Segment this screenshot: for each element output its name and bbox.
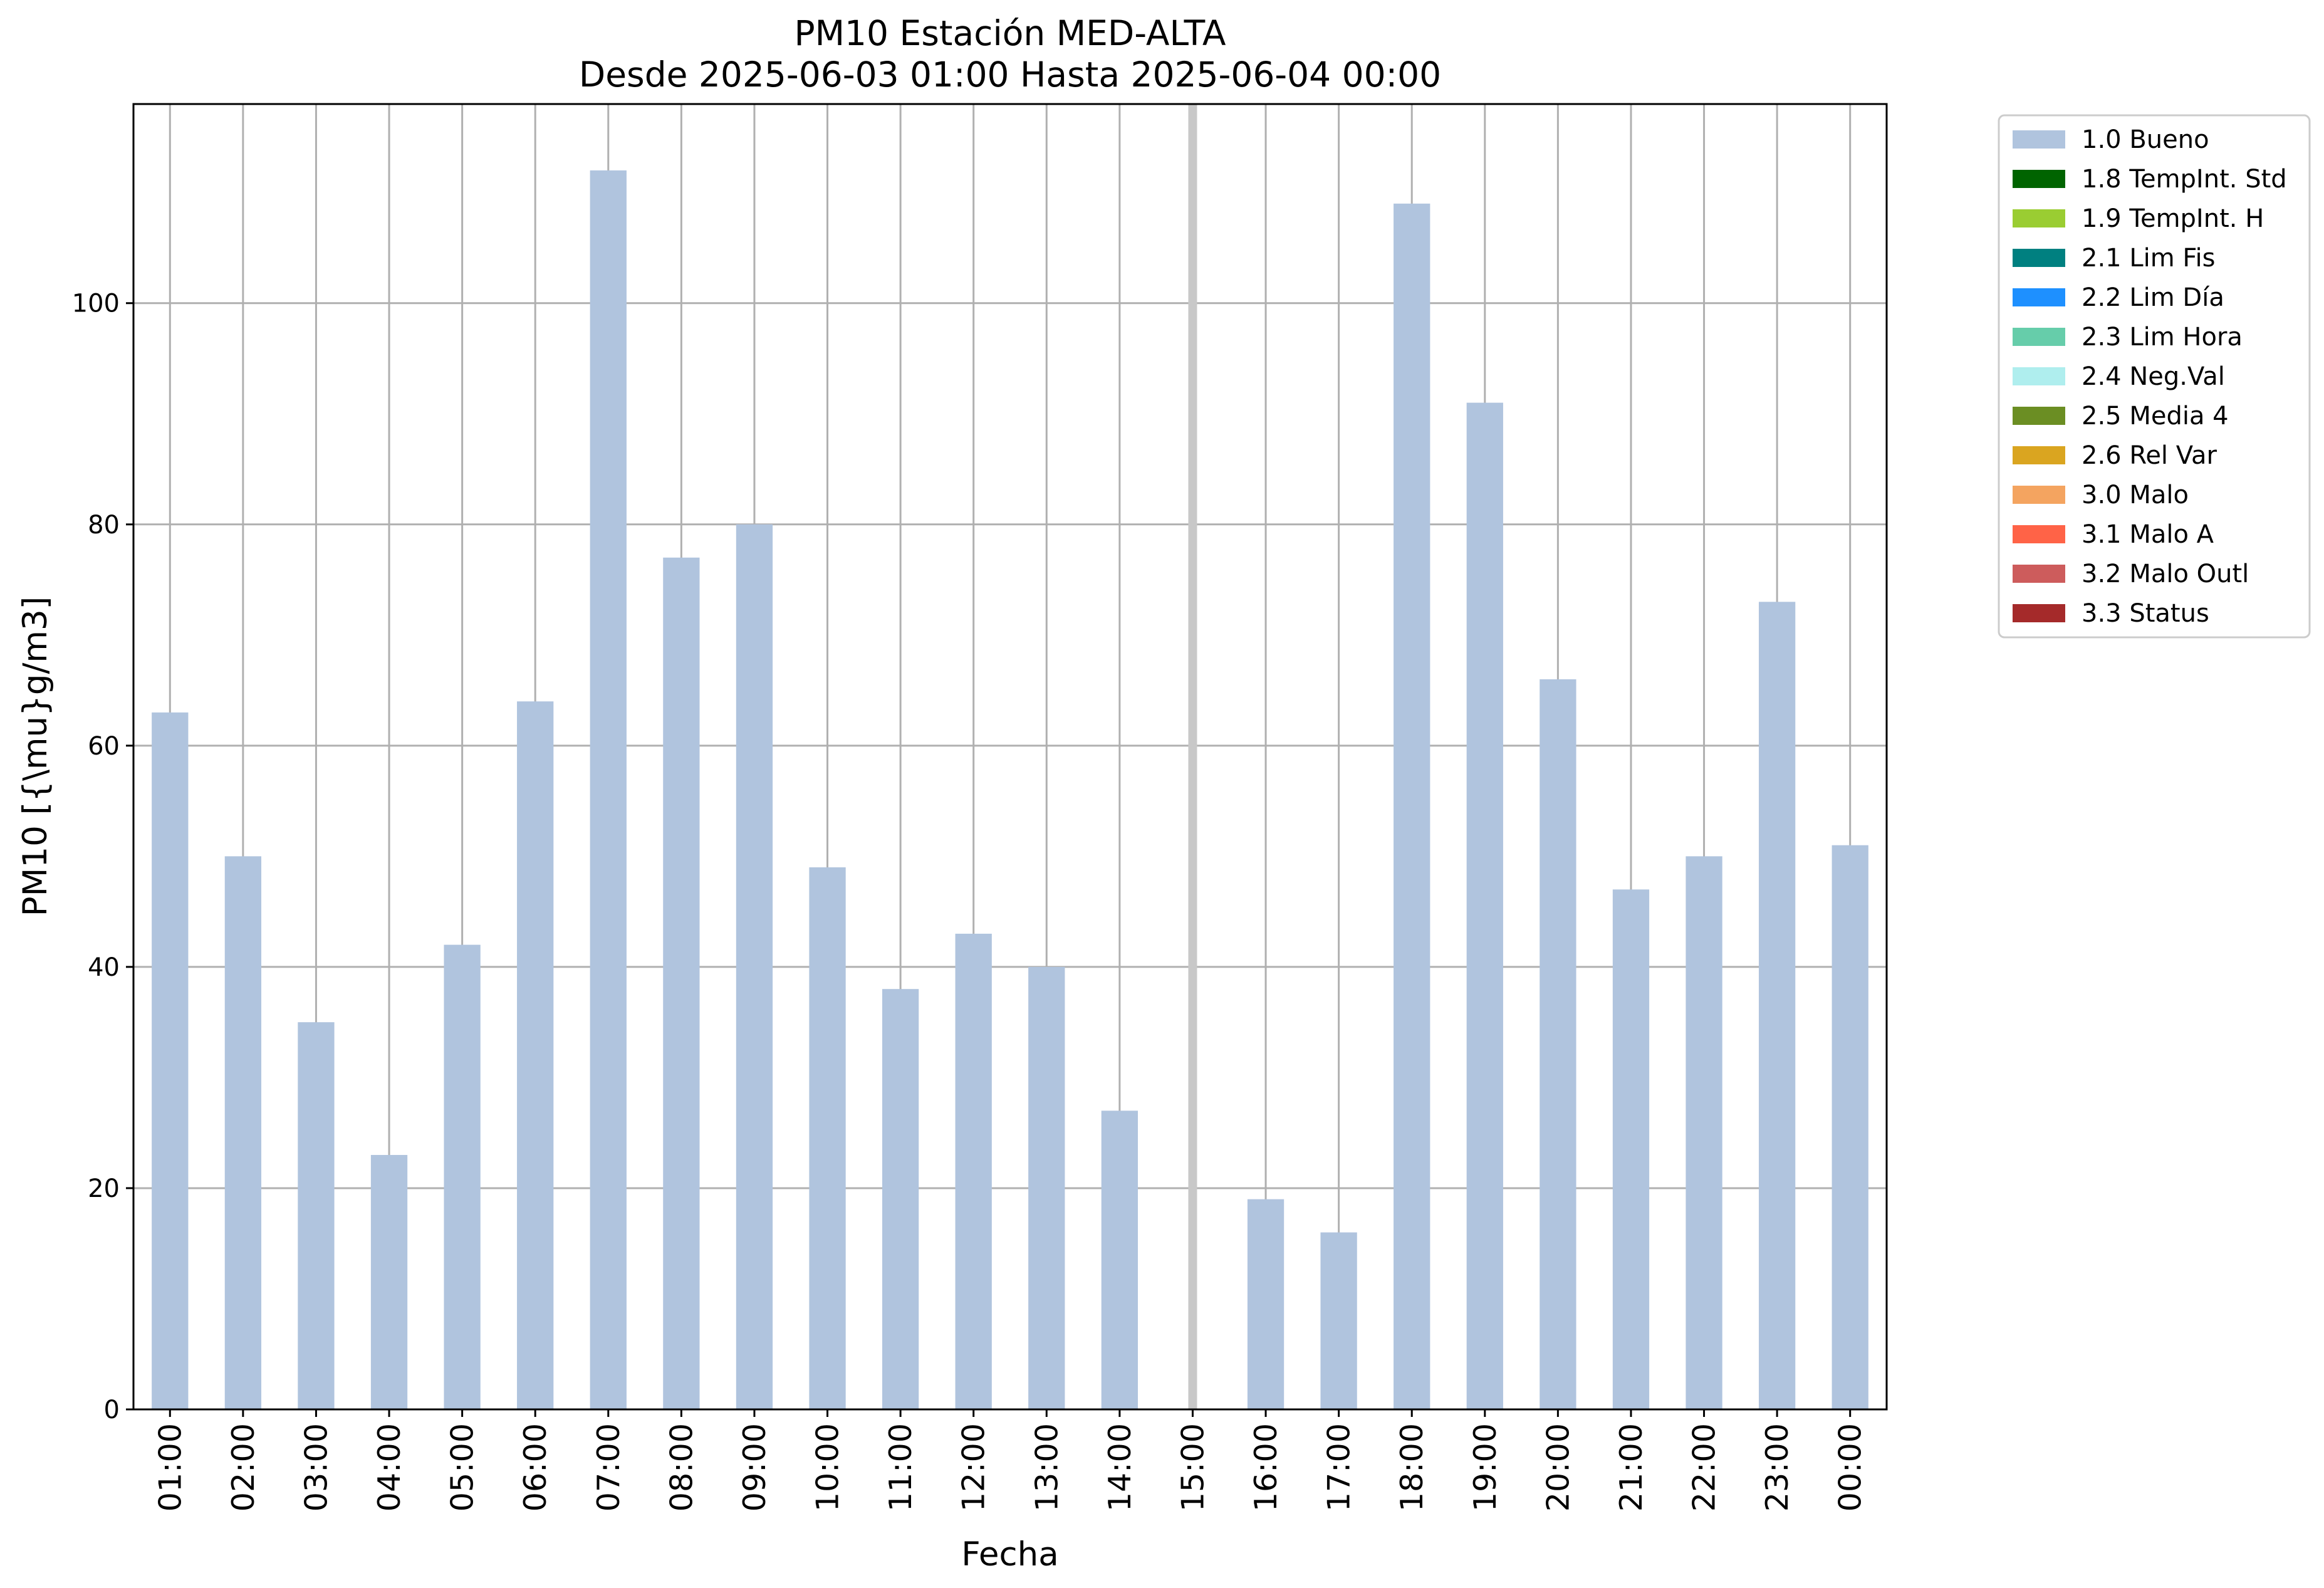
bar-1000 <box>809 867 846 1409</box>
x-tick-label: 10:00 <box>810 1423 846 1512</box>
x-tick-label: 12:00 <box>956 1423 992 1512</box>
bar-0800 <box>663 557 700 1410</box>
x-tick-label: 03:00 <box>298 1423 334 1512</box>
legend-label: 2.1 Lim Fis <box>2082 244 2215 273</box>
x-tick-label: 22:00 <box>1687 1423 1722 1512</box>
bar-0100 <box>152 712 189 1409</box>
legend-label: 2.3 Lim Hora <box>2082 323 2243 352</box>
chart-title: PM10 Estación MED-ALTA <box>794 13 1226 53</box>
legend-label: 1.8 TempInt. Std <box>2082 165 2287 194</box>
x-tick-label: 20:00 <box>1540 1423 1576 1512</box>
x-tick-label: 14:00 <box>1102 1423 1138 1512</box>
legend-swatch <box>2013 170 2065 188</box>
x-tick-label: 23:00 <box>1759 1423 1795 1512</box>
bar-2300 <box>1758 602 1796 1409</box>
y-tick-label: 60 <box>88 732 120 761</box>
legend-swatch <box>2013 209 2065 227</box>
legend: 1.0 Bueno 1.8 TempInt. Std 1.9 TempInt. H 2… <box>1998 114 2311 639</box>
bar-1100 <box>882 989 919 1409</box>
bar-0400 <box>370 1154 408 1409</box>
legend-swatch <box>2013 130 2065 149</box>
legend-swatch <box>2013 288 2065 306</box>
bar-0700 <box>590 170 627 1409</box>
bar-0900 <box>736 524 773 1409</box>
x-tick-label: 05:00 <box>445 1423 481 1512</box>
bar-1400 <box>1101 1110 1139 1409</box>
x-tick-label: 21:00 <box>1613 1423 1649 1512</box>
x-tick-label: 15:00 <box>1175 1423 1211 1512</box>
legend-swatch <box>2013 367 2065 385</box>
x-tick-label: 19:00 <box>1467 1423 1503 1512</box>
missing-data-marker <box>1188 104 1197 1409</box>
x-tick-label: 11:00 <box>883 1423 919 1512</box>
bar-1300 <box>1028 966 1065 1409</box>
bar-2200 <box>1686 856 1722 1409</box>
bar-2100 <box>1612 889 1650 1409</box>
x-tick-label: 13:00 <box>1029 1423 1065 1512</box>
y-tick-label: 40 <box>88 953 120 982</box>
bar-1800 <box>1394 203 1430 1409</box>
bars <box>152 170 1868 1410</box>
legend-label: 1.9 TempInt. H <box>2082 204 2264 233</box>
x-tick-label: 17:00 <box>1321 1423 1357 1512</box>
bar-1200 <box>955 933 992 1409</box>
bar-0300 <box>298 1022 335 1409</box>
legend-label: 3.2 Malo Outl <box>2082 560 2249 588</box>
legend-label: 2.5 Media 4 <box>2082 402 2229 431</box>
legend-swatch <box>2013 249 2065 267</box>
y-tick-label: 100 <box>72 290 120 318</box>
legend-label: 3.1 Malo A <box>2082 520 2214 549</box>
legend-label: 3.0 Malo <box>2082 481 2189 509</box>
legend-box <box>1998 114 2311 639</box>
bar-0200 <box>224 856 262 1409</box>
y-axis-ticks: 0 20 40 60 80 100 <box>72 290 133 1424</box>
y-tick-label: 80 <box>88 511 120 540</box>
chart-subtitle: Desde 2025-06-03 01:00 Hasta 2025-06-04 … <box>579 55 1441 95</box>
x-tick-label: 08:00 <box>664 1423 699 1512</box>
legend-swatch <box>2013 486 2065 504</box>
legend-swatch <box>2013 446 2065 464</box>
bar-1700 <box>1320 1232 1357 1409</box>
y-axis-label: PM10 [{\mu}g/m3] <box>16 597 55 917</box>
x-tick-label: 01:00 <box>152 1423 188 1512</box>
bar-1900 <box>1466 402 1503 1409</box>
bar-0000 <box>1832 845 1868 1409</box>
bar-2000 <box>1540 679 1576 1409</box>
x-tick-label: 00:00 <box>1833 1423 1868 1512</box>
legend-label: 2.4 Neg.Val <box>2082 362 2225 391</box>
legend-label: 3.3 Status <box>2082 599 2209 628</box>
x-tick-label: 07:00 <box>591 1423 627 1512</box>
legend-label: 1.0 Bueno <box>2082 125 2209 154</box>
x-axis-ticks: 01:00 02:00 03:00 04:00 05:00 06:00 07:00 08:00… <box>152 1409 1868 1512</box>
bar-0600 <box>517 701 554 1409</box>
legend-swatch <box>2013 525 2065 543</box>
x-tick-label: 16:00 <box>1248 1423 1284 1512</box>
plot-frame <box>132 103 1888 1411</box>
bar-0500 <box>444 944 481 1409</box>
legend-label: 2.6 Rel Var <box>2082 441 2217 470</box>
legend-swatch <box>2013 407 2065 425</box>
x-tick-label: 06:00 <box>518 1423 553 1512</box>
y-tick-label: 20 <box>88 1174 120 1203</box>
legend-swatch <box>2013 604 2065 622</box>
x-tick-label: 09:00 <box>737 1423 773 1512</box>
x-tick-label: 18:00 <box>1394 1423 1430 1512</box>
legend-swatch <box>2013 328 2065 346</box>
bar-1600 <box>1247 1199 1284 1409</box>
x-tick-label: 02:00 <box>226 1423 261 1512</box>
legend-swatch <box>2013 565 2065 583</box>
x-axis-label: Fecha <box>961 1535 1058 1574</box>
y-tick-label: 0 <box>104 1396 120 1424</box>
legend-label: 2.2 Lim Día <box>2082 283 2224 312</box>
x-tick-label: 04:00 <box>372 1423 407 1512</box>
